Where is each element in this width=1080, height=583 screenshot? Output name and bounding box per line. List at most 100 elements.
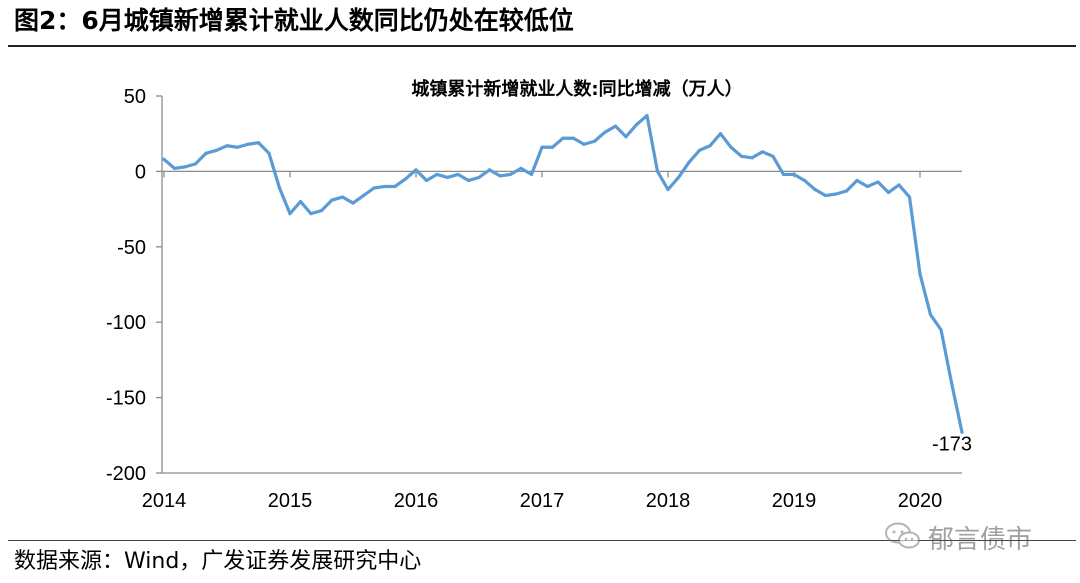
data-point <box>288 212 292 216</box>
data-point <box>613 124 618 128</box>
data-point <box>960 430 964 434</box>
data-point <box>529 172 534 177</box>
x-tick-label: 2019 <box>772 490 817 512</box>
data-point <box>687 160 691 164</box>
data-point <box>172 166 177 170</box>
data-point <box>582 142 586 146</box>
data-point <box>477 175 481 180</box>
data-point <box>592 139 597 143</box>
y-tick-label: -50 <box>117 237 146 259</box>
x-axis-ticks: 2014 2015 2016 2017 2018 2019 2020 <box>142 171 943 512</box>
data-point <box>456 172 460 177</box>
last-value-label: -173 <box>932 433 972 455</box>
x-tick-label: 2018 <box>646 490 691 512</box>
data-point <box>309 212 313 216</box>
data-point <box>487 168 492 172</box>
data-point <box>634 123 639 127</box>
data-point <box>414 168 418 172</box>
data-point <box>739 154 744 158</box>
data-point <box>823 193 828 198</box>
series-points <box>162 114 964 434</box>
data-point <box>382 184 387 189</box>
data-point <box>886 190 891 195</box>
data-point <box>844 189 849 193</box>
data-point <box>834 192 838 196</box>
data-point <box>435 172 439 177</box>
data-point <box>183 165 187 169</box>
watermark-text: 郁言债市 <box>928 525 1033 555</box>
data-point <box>676 175 681 180</box>
data-point <box>204 151 208 155</box>
data-point <box>550 145 555 149</box>
x-tick-label: 2020 <box>898 490 943 512</box>
data-point <box>508 172 513 177</box>
data-point <box>865 184 870 189</box>
data-point <box>466 178 471 183</box>
series-line <box>162 114 964 434</box>
y-tick-label: -100 <box>106 312 146 334</box>
x-tick-label: 2014 <box>142 490 187 512</box>
data-point <box>697 148 702 152</box>
data-point <box>393 184 397 189</box>
data-point <box>256 141 261 145</box>
data-point <box>540 145 544 149</box>
footer-divider <box>8 540 1076 541</box>
x-tick-label: 2016 <box>394 490 439 512</box>
data-point <box>340 195 345 199</box>
data-point <box>729 145 733 149</box>
data-point <box>666 187 670 192</box>
data-point <box>771 154 775 158</box>
y-tick-label: 50 <box>124 86 146 108</box>
y-axis-ticks: 50 0 -50 -100 -150 -200 <box>106 86 162 485</box>
x-tick-label: 2017 <box>520 490 565 512</box>
data-point <box>162 157 166 161</box>
data-point <box>708 144 712 148</box>
header-divider <box>8 45 1076 47</box>
data-point <box>403 177 408 181</box>
data-point <box>372 186 376 190</box>
data-point <box>351 201 355 205</box>
data-point <box>760 150 765 154</box>
source-note: 数据来源：Wind，广发证券发展研究中心 <box>14 549 422 574</box>
data-point <box>928 313 933 317</box>
data-point <box>424 178 429 183</box>
data-point <box>802 178 807 183</box>
data-point <box>445 175 450 180</box>
data-point <box>214 148 219 152</box>
x-tick-label: 2015 <box>268 490 313 512</box>
data-point <box>855 178 859 183</box>
data-point <box>561 136 565 140</box>
data-point <box>750 156 754 160</box>
chart-axes <box>161 96 962 474</box>
data-point <box>645 114 649 118</box>
data-point <box>949 380 954 385</box>
figure-title: 图2：6月城镇新增累计就业人数同比仍处在较低位 <box>14 6 574 35</box>
y-tick-label: 0 <box>135 161 146 183</box>
data-point <box>918 272 922 276</box>
data-point <box>876 180 880 184</box>
data-point <box>907 195 912 199</box>
data-point <box>319 209 324 213</box>
data-point <box>277 186 282 190</box>
data-point <box>939 328 943 332</box>
data-point <box>519 166 523 170</box>
data-point <box>193 162 198 166</box>
chart-title: 城镇累计新增就业人数:同比增减（万人） <box>411 78 742 100</box>
data-point <box>624 135 628 139</box>
data-point <box>603 130 607 134</box>
data-point <box>498 174 502 178</box>
data-point <box>792 172 796 177</box>
data-point <box>813 187 817 192</box>
data-point <box>361 193 366 198</box>
data-point <box>235 145 240 149</box>
data-point <box>267 151 271 155</box>
data-point <box>897 183 901 187</box>
data-point <box>246 142 250 146</box>
data-point <box>718 132 723 136</box>
y-tick-label: -150 <box>106 388 146 410</box>
y-tick-label: -200 <box>106 463 146 485</box>
data-point <box>781 172 786 177</box>
data-point <box>655 169 660 173</box>
line-chart: 城镇累计新增就业人数:同比增减（万人） 50 0 -50 -100 -150 -200 2… <box>106 78 972 512</box>
data-point <box>571 136 576 140</box>
